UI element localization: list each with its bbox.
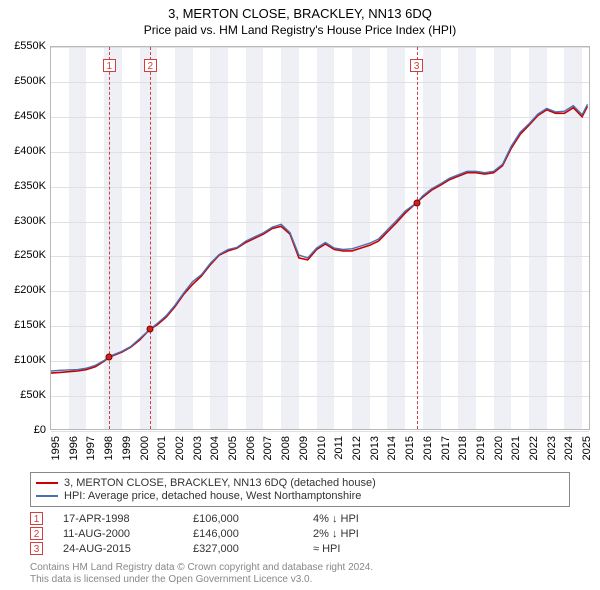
x-tick-label: 1996 <box>68 436 80 460</box>
transaction-date: 17-APR-1998 <box>63 513 193 525</box>
legend-label: HPI: Average price, detached house, West… <box>64 490 361 502</box>
transaction-delta: 2% ↓ HPI <box>313 528 570 540</box>
series-hpi <box>51 104 588 371</box>
transactions-block: 1 17-APR-1998£106,0004% ↓ HPI 2 11-AUG-2000… <box>30 510 570 557</box>
x-tick-label: 1998 <box>103 436 115 460</box>
x-tick-label: 2001 <box>156 436 168 460</box>
x-tick-label: 2025 <box>581 436 593 460</box>
transaction-badge: 3 <box>30 542 43 555</box>
y-tick-label: £400K <box>14 145 46 157</box>
transaction-price: £146,000 <box>193 528 313 540</box>
y-tick-label: £550K <box>14 40 46 52</box>
y-tick-label: £150K <box>14 319 46 331</box>
x-tick-label: 2022 <box>528 436 540 460</box>
x-tick-label: 2010 <box>316 436 328 460</box>
x-tick-label: 2005 <box>227 436 239 460</box>
transaction-dot <box>106 353 113 360</box>
y-tick-label: £300K <box>14 215 46 227</box>
y-tick-label: £500K <box>14 75 46 87</box>
x-axis: 1995 1996 1997 1998 1999 2000 2001 2002 2003 2004… <box>50 432 590 472</box>
transaction-delta: ≈ HPI <box>313 543 570 555</box>
x-tick-label: 1995 <box>50 436 62 460</box>
transaction-date: 24-AUG-2015 <box>63 543 193 555</box>
x-tick-label: 2019 <box>475 436 487 460</box>
x-tick-label: 2024 <box>563 436 575 460</box>
x-tick-label: 2008 <box>280 436 292 460</box>
transaction-price: £106,000 <box>193 513 313 525</box>
x-tick-label: 2014 <box>386 436 398 460</box>
x-tick-label: 1999 <box>121 436 133 460</box>
x-tick-label: 2007 <box>262 436 274 460</box>
y-tick-label: £100K <box>14 354 46 366</box>
x-tick-label: 2002 <box>174 436 186 460</box>
x-tick-label: 2017 <box>440 436 452 460</box>
x-tick-label: 2018 <box>457 436 469 460</box>
transaction-dot <box>147 326 154 333</box>
y-tick-label: £50K <box>20 389 46 401</box>
legend-swatch <box>36 495 58 497</box>
line-svg <box>51 47 591 431</box>
transaction-row: 1 17-APR-1998£106,0004% ↓ HPI <box>30 512 570 525</box>
x-tick-label: 2020 <box>493 436 505 460</box>
chart-subtitle: Price paid vs. HM Land Registry's House … <box>0 23 600 37</box>
plot-area: 123 <box>50 46 590 430</box>
y-axis: £0£50K£100K£150K£200K£250K£300K£350K£400… <box>0 46 48 430</box>
x-tick-label: 2021 <box>510 436 522 460</box>
x-tick-label: 2016 <box>422 436 434 460</box>
transaction-price: £327,000 <box>193 543 313 555</box>
x-tick-label: 2004 <box>209 436 221 460</box>
chart-container: 3, MERTON CLOSE, BRACKLEY, NN13 6DQ Pric… <box>0 0 600 590</box>
x-tick-label: 2013 <box>369 436 381 460</box>
x-tick-label: 2012 <box>351 436 363 460</box>
x-tick-label: 2000 <box>139 436 151 460</box>
x-tick-label: 1997 <box>85 436 97 460</box>
transaction-badge: 2 <box>30 527 43 540</box>
x-tick-label: 2003 <box>192 436 204 460</box>
legend-item: 3, MERTON CLOSE, BRACKLEY, NN13 6DQ (det… <box>36 477 564 489</box>
x-tick-label: 2009 <box>298 436 310 460</box>
transaction-row: 2 11-AUG-2000£146,0002% ↓ HPI <box>30 527 570 540</box>
transaction-delta: 4% ↓ HPI <box>313 513 570 525</box>
chart-title: 3, MERTON CLOSE, BRACKLEY, NN13 6DQ <box>0 0 600 21</box>
y-tick-label: £450K <box>14 110 46 122</box>
transaction-date: 11-AUG-2000 <box>63 528 193 540</box>
legend-item: HPI: Average price, detached house, West… <box>36 490 564 502</box>
y-tick-label: £350K <box>14 180 46 192</box>
legend-swatch <box>36 482 58 484</box>
transaction-badge: 1 <box>30 512 43 525</box>
x-tick-label: 2023 <box>546 436 558 460</box>
license-text: Contains HM Land Registry data © Crown c… <box>30 562 570 586</box>
y-tick-label: £200K <box>14 284 46 296</box>
legend-label: 3, MERTON CLOSE, BRACKLEY, NN13 6DQ (det… <box>64 477 376 489</box>
license-line-1: Contains HM Land Registry data © Crown c… <box>30 562 570 574</box>
y-tick-label: £250K <box>14 249 46 261</box>
transaction-row: 3 24-AUG-2015£327,000≈ HPI <box>30 542 570 555</box>
x-tick-label: 2011 <box>333 436 345 460</box>
series-property <box>51 106 588 373</box>
legend: 3, MERTON CLOSE, BRACKLEY, NN13 6DQ (det… <box>30 472 570 507</box>
y-tick-label: £0 <box>34 424 46 436</box>
x-tick-label: 2006 <box>245 436 257 460</box>
transaction-dot <box>413 199 420 206</box>
license-line-2: This data is licensed under the Open Gov… <box>30 574 570 586</box>
x-tick-label: 2015 <box>404 436 416 460</box>
